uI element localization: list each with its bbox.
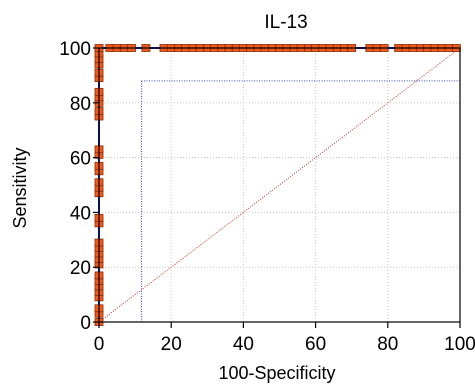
plot-frame	[98, 47, 461, 323]
y-tick-label: 40	[70, 203, 91, 224]
x-axis-title: 100-Specificity	[218, 363, 335, 383]
x-tick-label: 40	[233, 334, 254, 355]
x-tick-label: 60	[305, 334, 326, 355]
x-tick-label: 80	[377, 334, 398, 355]
y-tick-label: 100	[59, 39, 91, 60]
x-tick-label: 100	[444, 334, 475, 355]
reference-diagonal	[98, 47, 461, 323]
y-tick-label: 0	[80, 313, 91, 334]
chart-title: IL-13	[264, 12, 307, 33]
criterion-lines	[141, 80, 460, 322]
x-tick-label: 20	[161, 334, 182, 355]
y-tick-label: 60	[70, 149, 91, 170]
y-axis-title: Sensitivity	[10, 147, 30, 228]
axis-ticks: 0 20 40 60 80 100 0 20 40 60 80 100	[59, 39, 475, 355]
x-tick-label: 0	[94, 334, 105, 355]
y-tick-label: 20	[70, 258, 91, 279]
roc-markers	[94, 44, 461, 326]
y-tick-label: 80	[70, 94, 91, 115]
